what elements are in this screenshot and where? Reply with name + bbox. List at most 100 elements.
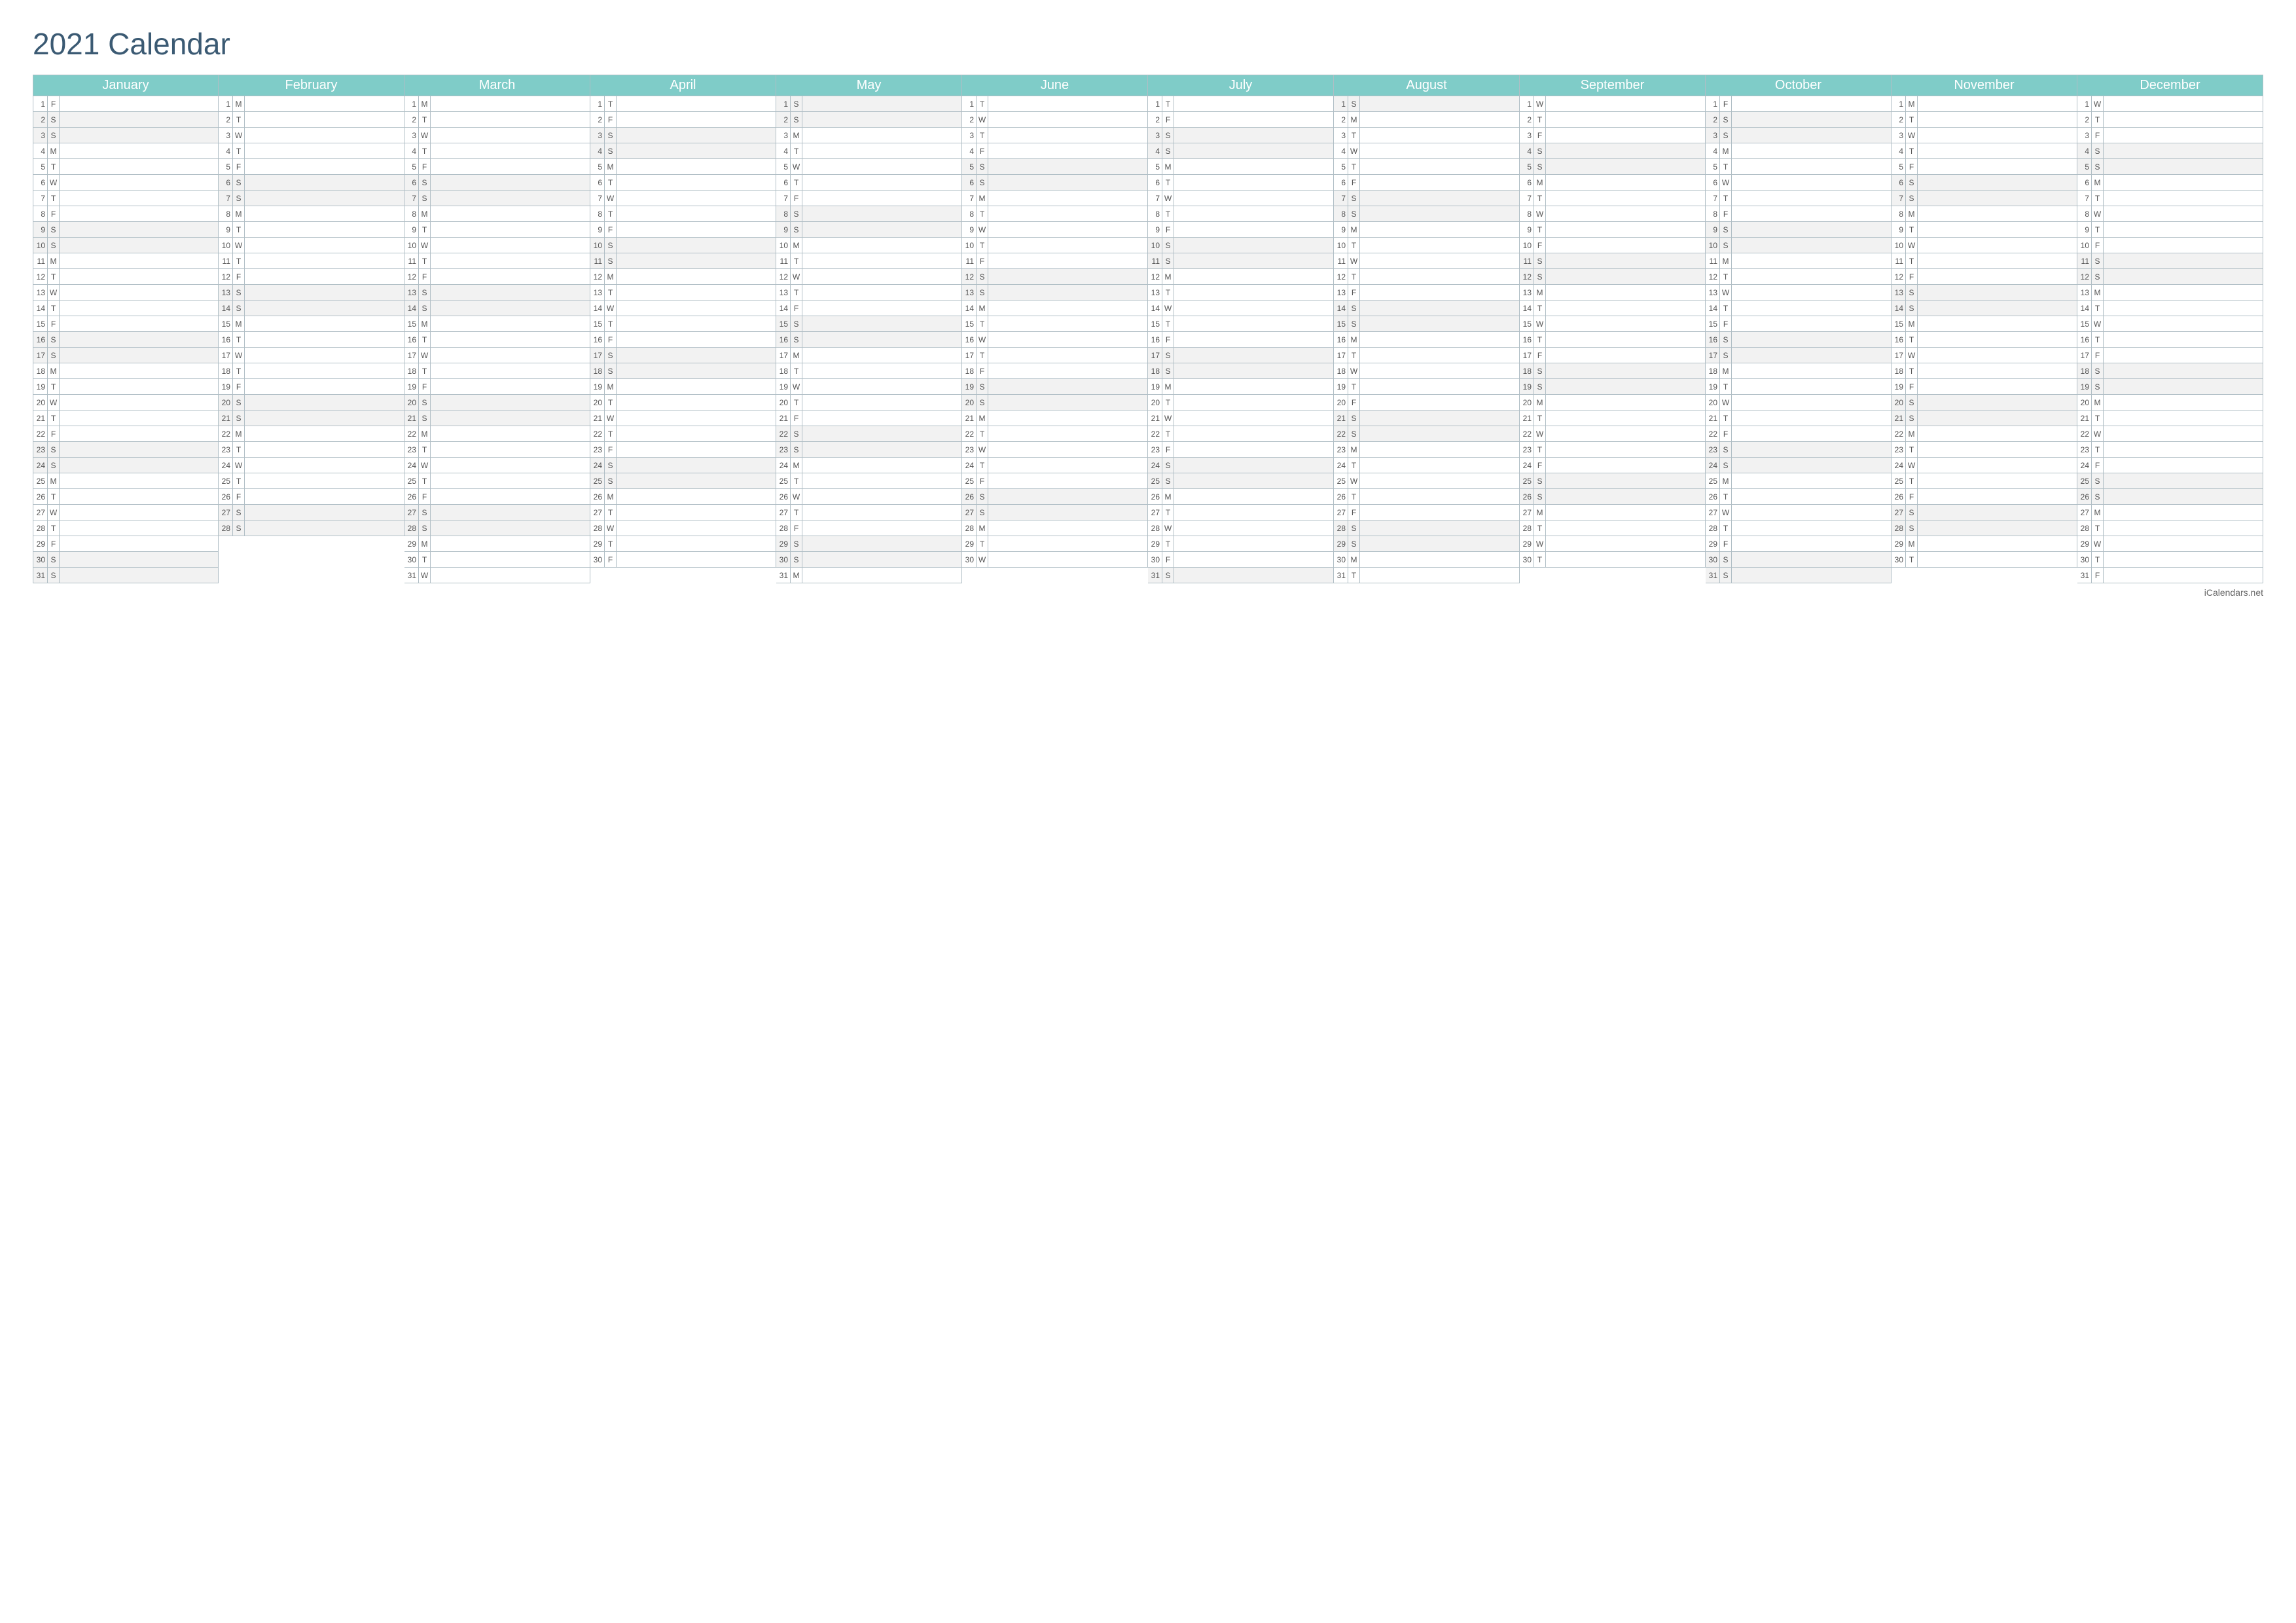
day-number: 16 xyxy=(2077,332,2092,347)
day-number: 26 xyxy=(1706,489,1720,504)
day-number: 23 xyxy=(590,442,605,457)
day-number: 15 xyxy=(962,316,977,331)
day-row: 31W xyxy=(404,568,590,583)
day-number: 8 xyxy=(2077,206,2092,221)
day-row: 28T xyxy=(1706,520,1892,536)
day-row: 9S xyxy=(33,222,219,238)
day-note xyxy=(245,395,404,410)
day-row: 20S xyxy=(1892,395,2077,410)
day-note xyxy=(1918,159,2077,174)
day-number: 22 xyxy=(1148,426,1162,441)
day-note xyxy=(2104,238,2263,253)
day-row: 11M xyxy=(1706,253,1892,269)
day-number: 22 xyxy=(1334,426,1348,441)
day-note xyxy=(1174,206,1333,221)
day-row: 14T xyxy=(2077,301,2263,316)
day-note xyxy=(802,159,961,174)
day-row: 12T xyxy=(1706,269,1892,285)
day-row: 17S xyxy=(590,348,776,363)
day-note xyxy=(60,159,218,174)
day-row: 27M xyxy=(2077,505,2263,520)
day-note xyxy=(431,301,590,316)
day-row: 11F xyxy=(962,253,1148,269)
day-number: 23 xyxy=(776,442,791,457)
day-weekday: T xyxy=(2092,191,2104,206)
day-row: 26F xyxy=(219,489,404,505)
day-row: 10F xyxy=(1520,238,1706,253)
day-number: 28 xyxy=(33,520,48,536)
day-note xyxy=(2104,316,2263,331)
day-note xyxy=(617,175,776,190)
day-weekday: M xyxy=(1534,175,1546,190)
day-row: 12S xyxy=(2077,269,2263,285)
day-row: 12S xyxy=(1520,269,1706,285)
day-number: 1 xyxy=(1892,96,1906,111)
day-weekday: S xyxy=(48,552,60,567)
day-weekday: S xyxy=(1720,222,1732,237)
day-number: 17 xyxy=(1892,348,1906,363)
day-note xyxy=(1918,473,2077,488)
day-note xyxy=(2104,363,2263,378)
day-number: 5 xyxy=(2077,159,2092,174)
day-number: 15 xyxy=(1706,316,1720,331)
day-weekday: M xyxy=(233,426,245,441)
day-number: 13 xyxy=(1892,285,1906,300)
day-weekday: T xyxy=(1534,520,1546,536)
day-note xyxy=(1360,206,1519,221)
day-row: 16W xyxy=(962,332,1148,348)
day-row: 17F xyxy=(2077,348,2263,363)
day-number: 30 xyxy=(590,552,605,567)
day-note xyxy=(802,316,961,331)
day-weekday: M xyxy=(419,536,431,551)
day-note xyxy=(2104,222,2263,237)
day-number: 25 xyxy=(219,473,233,488)
day-note xyxy=(988,536,1147,551)
day-row: 24T xyxy=(1334,458,1520,473)
day-row: 20T xyxy=(590,395,776,410)
day-number: 1 xyxy=(33,96,48,111)
day-row: 12M xyxy=(590,269,776,285)
day-number: 29 xyxy=(33,536,48,551)
day-weekday: S xyxy=(2092,363,2104,378)
day-note xyxy=(1360,489,1519,504)
day-row: 21S xyxy=(404,410,590,426)
day-number: 17 xyxy=(590,348,605,363)
day-note xyxy=(988,269,1147,284)
day-number: 18 xyxy=(1148,363,1162,378)
day-row: 24S xyxy=(1148,458,1334,473)
day-weekday: S xyxy=(605,363,617,378)
day-note xyxy=(1546,238,1705,253)
day-weekday: F xyxy=(791,410,802,426)
day-number: 16 xyxy=(776,332,791,347)
day-number: 16 xyxy=(1334,332,1348,347)
day-number: 19 xyxy=(1148,379,1162,394)
day-weekday: S xyxy=(977,285,988,300)
day-row: 5F xyxy=(404,159,590,175)
day-row: 26W xyxy=(776,489,962,505)
day-number: 12 xyxy=(2077,269,2092,284)
day-note xyxy=(617,332,776,347)
day-row: 17T xyxy=(962,348,1148,363)
day-number: 9 xyxy=(1520,222,1534,237)
day-note xyxy=(1360,552,1519,567)
day-number: 6 xyxy=(776,175,791,190)
day-number: 13 xyxy=(590,285,605,300)
day-weekday: T xyxy=(1348,379,1360,394)
day-row: 22M xyxy=(1892,426,2077,442)
day-note xyxy=(1732,175,1891,190)
day-weekday: W xyxy=(605,520,617,536)
day-note xyxy=(802,175,961,190)
day-weekday: T xyxy=(1720,489,1732,504)
day-number: 21 xyxy=(590,410,605,426)
day-weekday: F xyxy=(419,379,431,394)
day-number: 5 xyxy=(1334,159,1348,174)
day-note xyxy=(1918,269,2077,284)
day-note xyxy=(2104,489,2263,504)
day-weekday: F xyxy=(1348,505,1360,520)
day-row: 11S xyxy=(2077,253,2263,269)
day-row: 7S xyxy=(1892,191,2077,206)
day-note xyxy=(802,410,961,426)
day-weekday: M xyxy=(977,191,988,206)
day-number: 5 xyxy=(33,159,48,174)
month-column: June1T2W3T4F5S6S7M8T9W10T11F12S13S14M15T… xyxy=(962,75,1148,583)
